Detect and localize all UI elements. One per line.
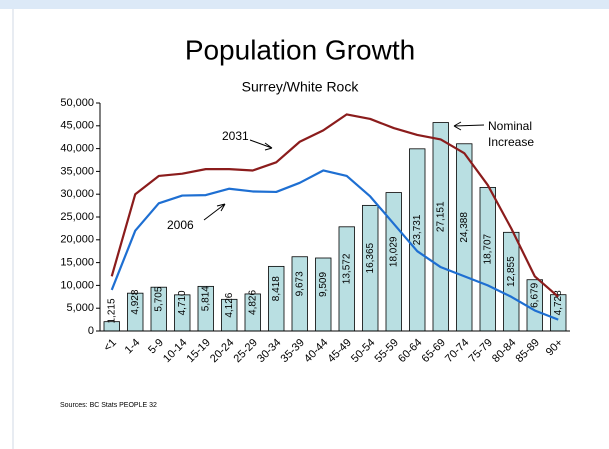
bar-value-label: 24,388 (459, 212, 470, 243)
y-tick-label: 50,000 (60, 97, 94, 109)
x-tick-label: 15-19 (185, 337, 213, 365)
bar-value-label: 18,029 (388, 236, 399, 267)
bar-value-label: 4,928 (130, 289, 141, 314)
y-tick-label: 15,000 (60, 257, 94, 269)
line (110, 169, 559, 321)
bar-value-label: 13,572 (341, 253, 352, 284)
bar-value-label: 5,814 (200, 286, 211, 311)
annotation-arrow (249, 139, 273, 151)
y-tick-label: 30,000 (60, 188, 94, 200)
bar-value-label: 18,707 (482, 233, 493, 264)
x-tick-label: 55-59 (373, 337, 401, 365)
x-tick-label: 65-69 (420, 337, 448, 365)
top-strip (0, 0, 609, 9)
x-tick-label: 75-79 (467, 337, 495, 365)
bar-value-label: 9,673 (294, 271, 305, 296)
y-tick-label: 20,000 (60, 234, 94, 246)
series-annotation: Nominal Increase (488, 119, 534, 149)
series-annotation: 2006 (167, 218, 194, 232)
y-tick-label: 0 (88, 325, 94, 337)
x-tick-label: 45-49 (326, 337, 354, 365)
x-tick-label: 30-34 (255, 337, 283, 365)
bar-value-label: 6,679 (529, 282, 540, 307)
y-tick-label: 35,000 (60, 165, 94, 177)
series-annotation: 2031 (222, 129, 249, 143)
x-tick-label: 35-39 (279, 337, 307, 365)
bar-value-label: 5,705 (153, 286, 164, 311)
annotation-arrow (203, 203, 226, 221)
bar-value-label: 8,418 (271, 276, 282, 301)
x-tick-label: 10-14 (161, 337, 189, 365)
x-tick-label: 90+ (544, 337, 566, 359)
bar-value-label: 4,826 (247, 290, 258, 315)
bar-value-label: 4,728 (553, 290, 564, 315)
chart-title: Population Growth (185, 34, 415, 65)
line (110, 113, 559, 298)
bar-value-label: 16,365 (365, 242, 376, 273)
bar-value-label: 9,509 (318, 272, 329, 297)
annotation-arrow (453, 121, 485, 131)
x-tick-label: <1 (102, 337, 119, 354)
source-note: Sources: BC Stats PEOPLE 32 (60, 402, 157, 409)
bar-value-label: 4,710 (177, 290, 188, 315)
bar-value-label: 12,855 (506, 256, 517, 287)
bar-value-label: 27,151 (435, 201, 446, 232)
y-tick-label: 45,000 (60, 120, 94, 132)
y-tick-label: 5,000 (66, 302, 94, 314)
x-tick-label: 80-84 (490, 337, 518, 365)
chart-subtitle: Surrey/White Rock (242, 79, 360, 95)
bar-value-label: 23,731 (412, 214, 423, 245)
bar-value-label: 1,215 (106, 298, 117, 323)
x-tick-label: 70-74 (443, 337, 471, 365)
bar-value-label: 4,126 (224, 292, 235, 317)
x-tick-label: 40-44 (302, 337, 330, 365)
x-tick-label: 85-89 (514, 337, 542, 365)
x-tick-label: 1-4 (123, 337, 143, 357)
x-tick-label: 20-24 (208, 337, 236, 365)
x-tick-label: 25-29 (232, 337, 260, 365)
y-tick-label: 40,000 (60, 143, 94, 155)
x-tick-label: 60-64 (396, 337, 424, 365)
y-tick-label: 10,000 (60, 279, 94, 291)
y-tick-label: 25,000 (60, 211, 94, 223)
x-tick-label: 50-54 (349, 337, 377, 365)
